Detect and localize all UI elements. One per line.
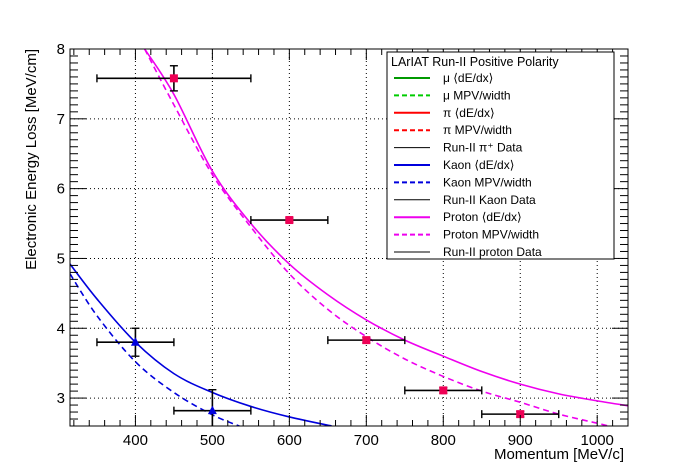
- legend-label: Run-II π⁺ Data: [443, 141, 523, 155]
- legend-entries: μ ⟨dE/dx⟩ μ MPV/width π ⟨dE/dx⟩ π MPV/width…: [394, 71, 542, 259]
- proton-data-point: [285, 216, 294, 225]
- legend-label: Run-II proton Data: [443, 245, 542, 259]
- legend-label: π ⟨dE/dx⟩: [443, 106, 495, 120]
- legend-label: Proton ⟨dE/dx⟩: [443, 210, 522, 224]
- legend-box: [386, 51, 615, 260]
- kaon-de-dx-curve: [70, 263, 332, 426]
- y-tick-label: 3: [57, 390, 65, 407]
- x-tick-label: 800: [431, 432, 456, 449]
- x-tick-label: 600: [277, 432, 302, 449]
- legend-label: π MPV/width: [443, 123, 512, 137]
- y-axis-title: Electronic Energy Loss [MeV/cm]: [23, 49, 40, 270]
- legend-label: μ MPV/width: [443, 88, 511, 102]
- proton-data-point: [516, 410, 525, 419]
- legend: LArIAT Run-II Positive Polarity μ ⟨dE/dx…: [386, 51, 615, 260]
- kaon-mpv-width-curve: [70, 273, 240, 426]
- legend-label: μ ⟨dE/dx⟩: [443, 71, 493, 85]
- data-points: [96, 65, 560, 426]
- y-tick-label: 8: [57, 41, 65, 58]
- y-tick-label: 4: [57, 320, 65, 337]
- legend-label: Proton MPV/width: [443, 228, 539, 242]
- y-tick-label: 6: [57, 181, 65, 198]
- curves: [70, 49, 628, 426]
- proton-data-point: [169, 74, 178, 83]
- y-tick-label: 5: [57, 250, 65, 267]
- x-tick-label: 500: [200, 432, 225, 449]
- x-tick-label: 400: [123, 432, 148, 449]
- x-tick-label: 700: [354, 432, 379, 449]
- y-tick-label: 7: [57, 111, 65, 128]
- legend-title: LArIAT Run-II Positive Polarity: [391, 55, 559, 69]
- legend-label: Kaon MPV/width: [443, 175, 532, 189]
- proton-de-dx-curve: [143, 49, 628, 407]
- proton-mpv-width-curve: [143, 49, 609, 426]
- x-tick-label: 900: [508, 432, 533, 449]
- x-tick-label: 1000: [581, 432, 614, 449]
- legend-label: Kaon ⟨dE/dx⟩: [443, 158, 514, 172]
- proton-data-point: [439, 386, 448, 395]
- kaon-data-point: [207, 405, 217, 415]
- kaon-data-point: [130, 337, 140, 346]
- legend-label: Run-II Kaon Data: [443, 193, 536, 207]
- x-axis-title: Momentum [MeV/c]: [494, 446, 624, 463]
- proton-data-point: [362, 336, 371, 345]
